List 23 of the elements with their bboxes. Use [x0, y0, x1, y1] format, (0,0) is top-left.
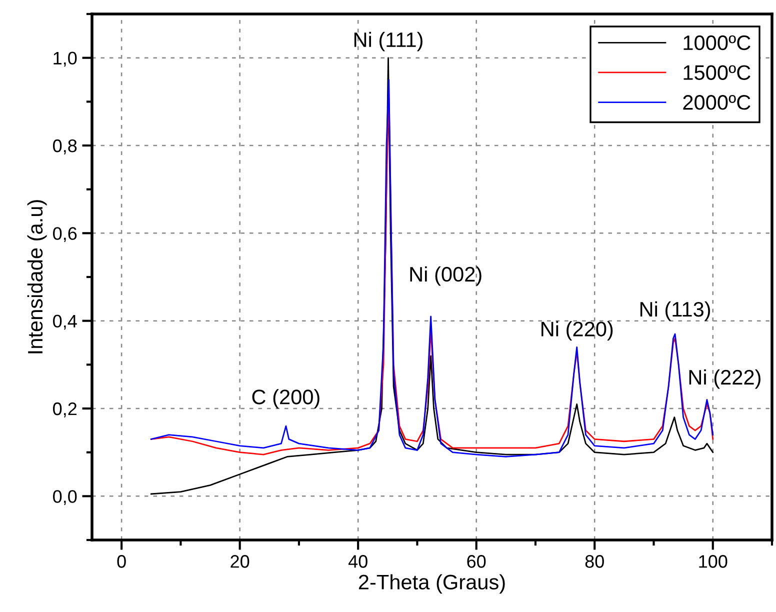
- legend-label: 2000ºC: [683, 95, 750, 110]
- annotation: C (200): [252, 389, 320, 408]
- legend-label: 1000ºC: [684, 35, 750, 50]
- y-tick-label: 0,2: [53, 402, 77, 418]
- annotation: Ni (002): [410, 266, 482, 286]
- x-axis-title: 2-Theta (Graus): [358, 574, 505, 594]
- annotation: Ni (111): [354, 32, 422, 52]
- y-tick-label: 0,0: [53, 490, 77, 506]
- annotation: Ni (220): [542, 321, 613, 341]
- legend-label: 1500ºC: [684, 65, 750, 80]
- x-tick-label: 0: [117, 555, 126, 568]
- y-tick-label: 0,4: [53, 314, 77, 330]
- x-tick-label: 100: [699, 555, 728, 568]
- y-tick-label: 0,8: [53, 139, 77, 154]
- y-tick-label: 0,6: [53, 227, 77, 242]
- x-tick-label: 60: [467, 555, 486, 568]
- y-tick-label: 1,0: [54, 52, 77, 67]
- x-tick-label: 40: [348, 555, 368, 568]
- x-tick-label: 80: [585, 555, 604, 568]
- annotation: Ni (113): [640, 301, 710, 321]
- y-axis-title: Intensidade (a.u): [27, 200, 47, 354]
- x-tick-label: 20: [230, 555, 250, 568]
- annotation: Ni (222): [689, 369, 760, 389]
